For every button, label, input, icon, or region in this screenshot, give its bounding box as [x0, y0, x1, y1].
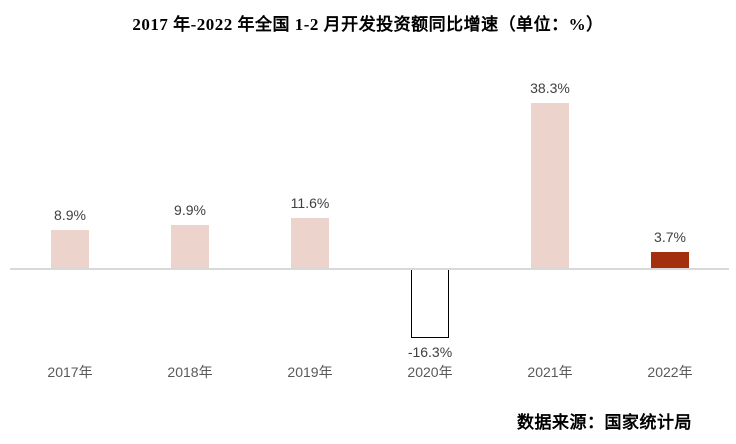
- x-tick-2022: 2022年: [647, 364, 693, 380]
- x-tick-2019: 2019年: [287, 364, 333, 380]
- x-tick-2021: 2021年: [527, 364, 573, 380]
- value-label-2019: 11.6%: [290, 195, 330, 211]
- bar-2018: [171, 225, 209, 268]
- value-label-2022: 3.7%: [654, 229, 686, 245]
- bar-2020: [411, 268, 449, 338]
- bar-2019: [291, 218, 329, 268]
- bar-2017: [51, 230, 89, 268]
- x-tick-2020: 2020年: [407, 364, 453, 380]
- chart-title: 2017 年-2022 年全国 1-2 月开发投资额同比增速（单位：%）: [132, 15, 604, 34]
- value-label-2018: 9.9%: [174, 202, 206, 218]
- x-tick-2017: 2017年: [47, 364, 93, 380]
- x-axis-baseline: [10, 268, 729, 270]
- bar-2022: [651, 252, 689, 268]
- data-source-note: 数据来源：国家统计局: [517, 413, 692, 432]
- bar-2021: [531, 103, 569, 268]
- value-label-2017: 8.9%: [54, 207, 86, 223]
- value-label-2020: -16.3%: [407, 344, 453, 360]
- value-label-2021: 38.3%: [530, 80, 570, 96]
- x-tick-2018: 2018年: [167, 364, 213, 380]
